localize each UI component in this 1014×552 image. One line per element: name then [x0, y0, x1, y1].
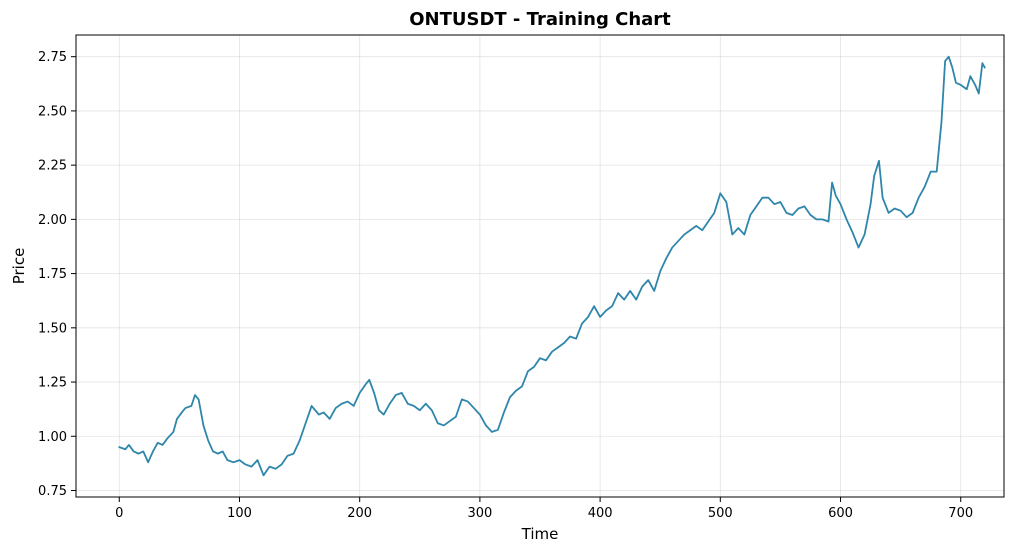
series-layer [118, 55, 986, 477]
x-axis-label: Time [521, 525, 559, 543]
y-tick-label: 2.00 [38, 213, 67, 228]
y-tick-label: 2.25 [38, 159, 67, 174]
x-tick-label: 200 [347, 506, 372, 521]
y-tick-label: 1.25 [38, 376, 67, 391]
plot-area [75, 34, 1005, 498]
axis-ticks: 0 100 200 300 400 500 600 700 0.75 1.00 1.25 1.50 1.… [38, 50, 973, 521]
grid [76, 35, 1004, 497]
y-tick-label: 1.50 [38, 321, 67, 336]
x-tick-label: 500 [708, 506, 733, 521]
chart-title: ONTUSDT - Training Chart [409, 9, 671, 30]
series-line [118, 55, 986, 477]
y-axis-label: Price [10, 248, 28, 285]
x-tick-label: 700 [948, 506, 973, 521]
x-tick-label: 600 [828, 506, 853, 521]
y-tick-label: 2.75 [38, 50, 67, 65]
y-tick-label: 0.75 [38, 484, 67, 499]
x-tick-label: 400 [588, 506, 613, 521]
y-tick-label: 2.50 [38, 104, 67, 119]
x-tick-label: 100 [227, 506, 252, 521]
y-tick-label: 1.75 [38, 267, 67, 282]
y-tick-label: 1.00 [38, 430, 67, 445]
x-tick-label: 300 [467, 506, 492, 521]
x-tick-label: 0 [115, 506, 123, 521]
